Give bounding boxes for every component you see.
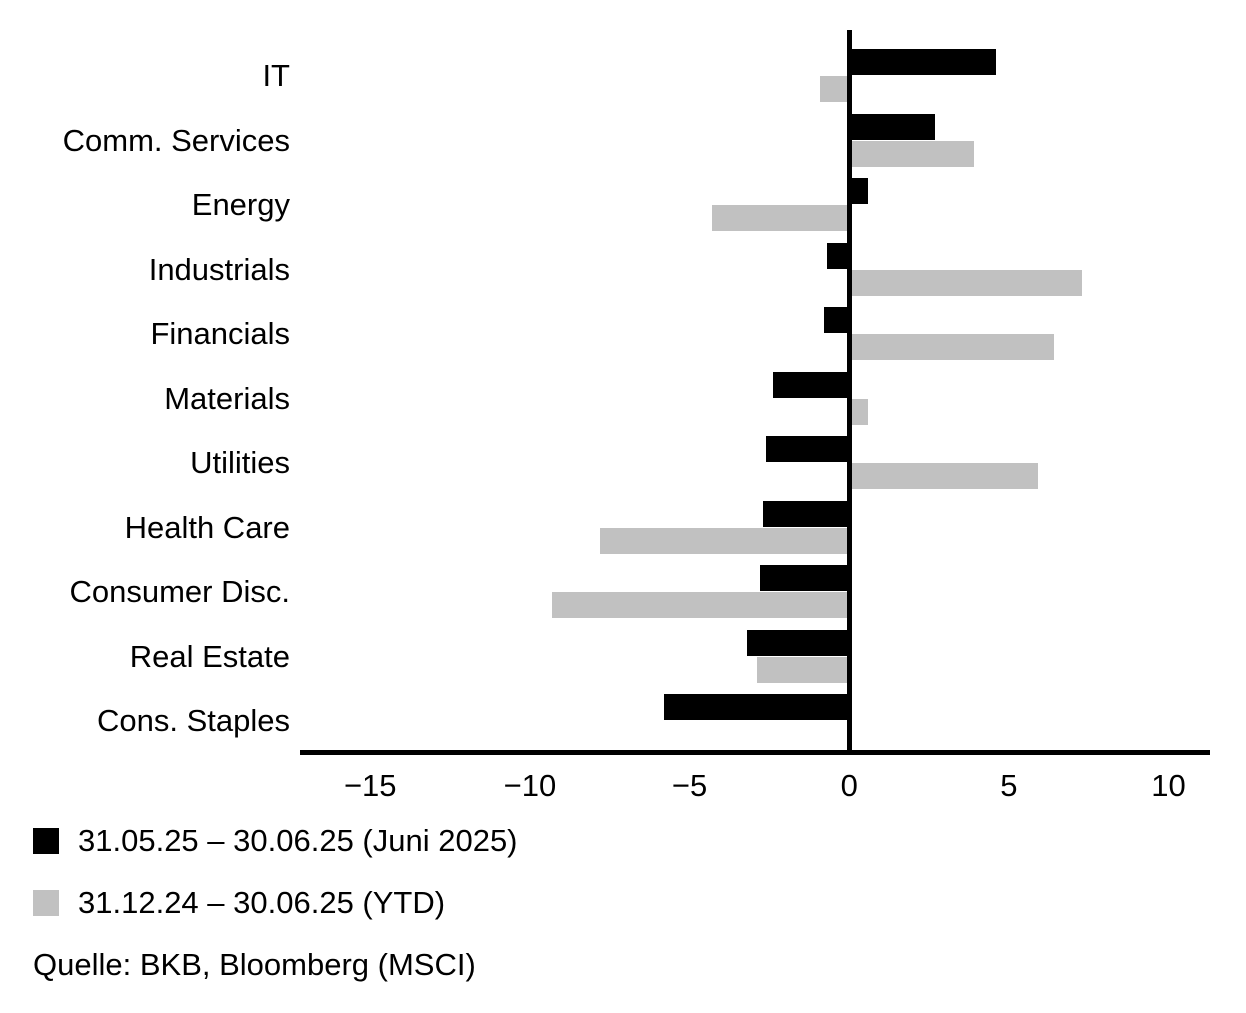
bar-ytd-consumer-disc (552, 592, 850, 618)
bar-ytd-financials (849, 334, 1054, 360)
bar-month-health-care (762, 500, 850, 527)
category-label-financials: Financials (150, 316, 290, 351)
bar-month-cons-staples (664, 694, 850, 720)
x-tick-label-10: 10 (1151, 768, 1186, 803)
bar-ytd-industrials (849, 269, 1083, 296)
bar-ytd-utilities (849, 463, 1038, 489)
legend-swatch-month (33, 828, 59, 854)
bar-month-comm-services (849, 113, 936, 140)
x-axis-line (300, 749, 1210, 755)
x-tick-label-5: 5 (1000, 768, 1018, 803)
bar-ytd-it (820, 76, 850, 102)
bar-ytd-energy (711, 205, 850, 231)
category-label-materials: Materials (164, 380, 290, 416)
category-label-real-estate: Real Estate (129, 638, 290, 674)
category-label-utilities: Utilities (190, 445, 290, 480)
bar-month-utilities (766, 436, 850, 462)
category-label-energy: Energy (191, 187, 290, 222)
bar-month-industrials (826, 242, 850, 269)
category-label-industrials: Industrials (148, 251, 290, 287)
legend-item-month: 31.05.25 – 30.06.25 (Juni 2025) (33, 822, 518, 860)
bar-month-real-estate (747, 629, 850, 656)
x-tick-label-neg5: −5 (671, 768, 708, 803)
category-label-consumer-disc: Consumer Disc. (69, 574, 291, 609)
category-label-comm-services: Comm. Services (62, 122, 290, 158)
legend-label-month: 31.05.25 – 30.06.25 (Juni 2025) (78, 823, 518, 858)
x-tick-label-neg15: −15 (343, 768, 397, 803)
legend-item-ytd: 31.12.24 – 30.06.25 (YTD) (33, 884, 445, 922)
bar-month-it (849, 49, 997, 75)
x-tick-label-0: 0 (840, 768, 858, 803)
x-tick-label-neg10: −10 (503, 768, 557, 803)
bar-month-financials (823, 307, 850, 333)
legend-label-ytd: 31.12.24 – 30.06.25 (YTD) (78, 885, 446, 920)
bar-month-materials (772, 371, 850, 398)
category-label-cons-staples: Cons. Staples (97, 703, 290, 738)
bar-ytd-real-estate (756, 656, 850, 683)
category-label-it: IT (262, 58, 290, 93)
bar-ytd-comm-services (849, 140, 974, 167)
source-note: Quelle: BKB, Bloomberg (MSCI) (33, 947, 476, 982)
bar-ytd-health-care (600, 527, 850, 554)
zero-axis-line (846, 30, 852, 755)
bar-month-consumer-disc (759, 565, 850, 591)
bar-ytd-materials (849, 398, 869, 425)
legend-swatch-ytd (33, 890, 59, 916)
bar-month-energy (849, 178, 869, 204)
category-label-health-care: Health Care (124, 509, 290, 545)
